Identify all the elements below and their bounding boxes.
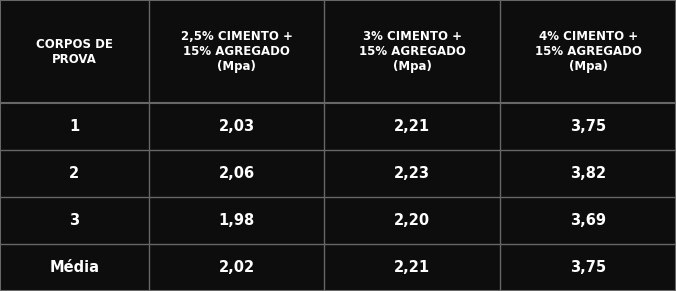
Text: 3,75: 3,75 xyxy=(570,260,606,275)
Text: 3% CIMENTO +
15% AGREGADO
(Mpa): 3% CIMENTO + 15% AGREGADO (Mpa) xyxy=(359,30,466,73)
Text: 3,75: 3,75 xyxy=(570,119,606,134)
Text: 1,98: 1,98 xyxy=(218,213,255,228)
Text: 2,5% CIMENTO +
15% AGREGADO
(Mpa): 2,5% CIMENTO + 15% AGREGADO (Mpa) xyxy=(180,30,293,73)
Text: 3: 3 xyxy=(70,213,79,228)
Text: 2,03: 2,03 xyxy=(218,119,255,134)
Text: CORPOS DE
PROVA: CORPOS DE PROVA xyxy=(36,38,113,66)
Text: 1: 1 xyxy=(69,119,80,134)
Text: 2: 2 xyxy=(70,166,79,181)
Text: 2,20: 2,20 xyxy=(394,213,431,228)
Text: 3,69: 3,69 xyxy=(570,213,606,228)
Text: 3,82: 3,82 xyxy=(570,166,606,181)
Text: 2,02: 2,02 xyxy=(218,260,255,275)
Text: 2,06: 2,06 xyxy=(218,166,255,181)
Text: 2,21: 2,21 xyxy=(394,119,431,134)
Text: 4% CIMENTO +
15% AGREGADO
(Mpa): 4% CIMENTO + 15% AGREGADO (Mpa) xyxy=(535,30,642,73)
Text: 2,23: 2,23 xyxy=(394,166,431,181)
Text: Média: Média xyxy=(49,260,99,275)
Text: 2,21: 2,21 xyxy=(394,260,431,275)
